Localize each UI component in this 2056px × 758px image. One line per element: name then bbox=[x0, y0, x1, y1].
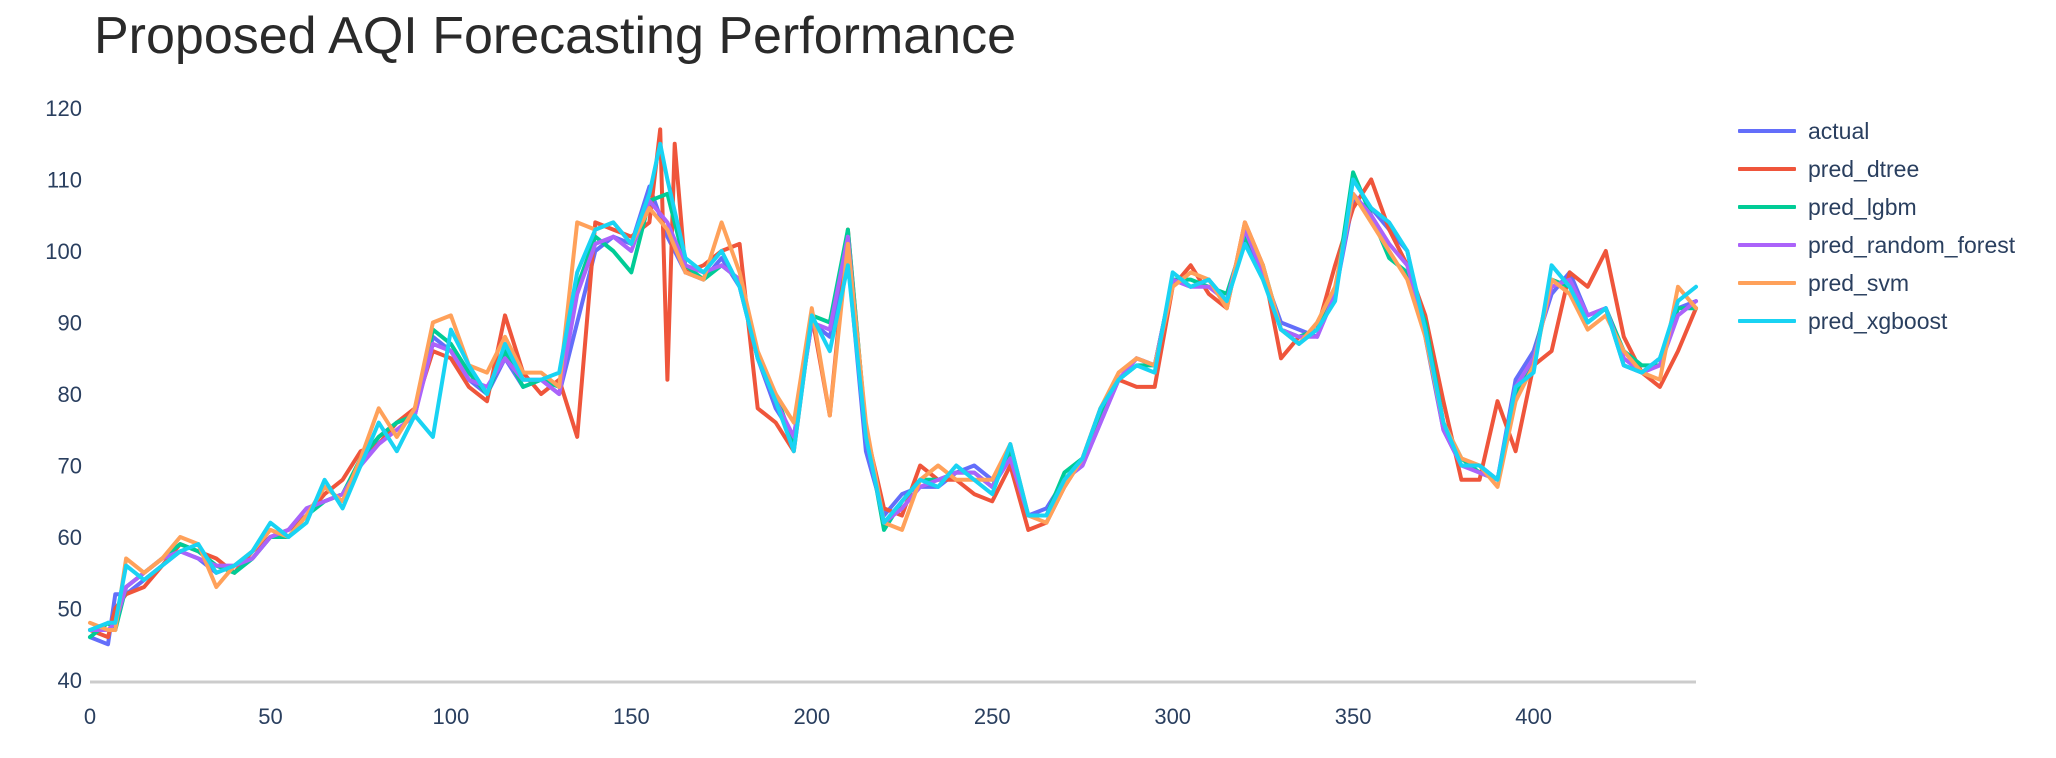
y-tick-label: 40 bbox=[58, 668, 82, 693]
series-line-pred-lgbm bbox=[88, 170, 1698, 640]
y-tick-label: 60 bbox=[58, 525, 82, 550]
series-line-pred-random-forest bbox=[88, 191, 1698, 632]
legend-swatch bbox=[1738, 319, 1796, 323]
series-layer bbox=[88, 127, 1698, 647]
y-tick-label: 120 bbox=[45, 96, 82, 121]
legend: actual pred_dtree pred_lgbm pred_random_for… bbox=[1738, 112, 2015, 340]
series-line-pred-xgboost bbox=[88, 141, 1698, 632]
x-tick-label: 250 bbox=[974, 704, 1011, 729]
x-tick-label: 0 bbox=[84, 704, 96, 729]
legend-label: pred_lgbm bbox=[1808, 193, 1917, 220]
legend-item-pred-random-forest[interactable]: pred_random_forest bbox=[1738, 226, 2015, 264]
legend-item-pred-dtree[interactable]: pred_dtree bbox=[1738, 150, 2015, 188]
legend-swatch bbox=[1738, 281, 1796, 285]
chart-title: Proposed AQI Forecasting Performance bbox=[94, 7, 1017, 65]
legend-swatch bbox=[1738, 205, 1796, 209]
series-line-pred-dtree bbox=[88, 127, 1698, 640]
x-tick-label: 50 bbox=[258, 704, 282, 729]
y-tick-label: 50 bbox=[58, 597, 82, 622]
legend-label: actual bbox=[1808, 117, 1870, 144]
x-tick-label: 200 bbox=[793, 704, 830, 729]
x-tick-label: 100 bbox=[433, 704, 470, 729]
y-tick-label: 80 bbox=[58, 382, 82, 407]
legend-item-actual[interactable]: actual bbox=[1738, 112, 2015, 150]
legend-item-pred-svm[interactable]: pred_svm bbox=[1738, 264, 2015, 302]
x-tick-label: 150 bbox=[613, 704, 650, 729]
legend-swatch bbox=[1738, 243, 1796, 247]
x-axis-ticks: 0 50 100 150 200 250 300 350 400 bbox=[84, 704, 1552, 729]
legend-label: pred_svm bbox=[1808, 269, 1909, 296]
series-line-actual bbox=[88, 184, 1698, 647]
legend-label: pred_dtree bbox=[1808, 155, 1920, 182]
y-tick-label: 100 bbox=[45, 239, 82, 264]
y-tick-label: 110 bbox=[47, 168, 82, 193]
x-tick-label: 300 bbox=[1154, 704, 1191, 729]
y-tick-label: 70 bbox=[58, 454, 82, 479]
legend-label: pred_random_forest bbox=[1808, 231, 2016, 258]
series-line-pred-svm bbox=[88, 191, 1698, 632]
legend-swatch bbox=[1738, 129, 1796, 133]
x-tick-label: 350 bbox=[1335, 704, 1372, 729]
y-tick-label: 90 bbox=[58, 311, 82, 336]
legend-label: pred_xgboost bbox=[1808, 307, 1948, 334]
y-axis-ticks: 40 50 60 70 80 90 100 110 120 bbox=[45, 96, 82, 693]
x-tick-label: 400 bbox=[1515, 704, 1552, 729]
legend-item-pred-lgbm[interactable]: pred_lgbm bbox=[1738, 188, 2015, 226]
legend-swatch bbox=[1738, 167, 1796, 171]
legend-item-pred-xgboost[interactable]: pred_xgboost bbox=[1738, 302, 2015, 340]
